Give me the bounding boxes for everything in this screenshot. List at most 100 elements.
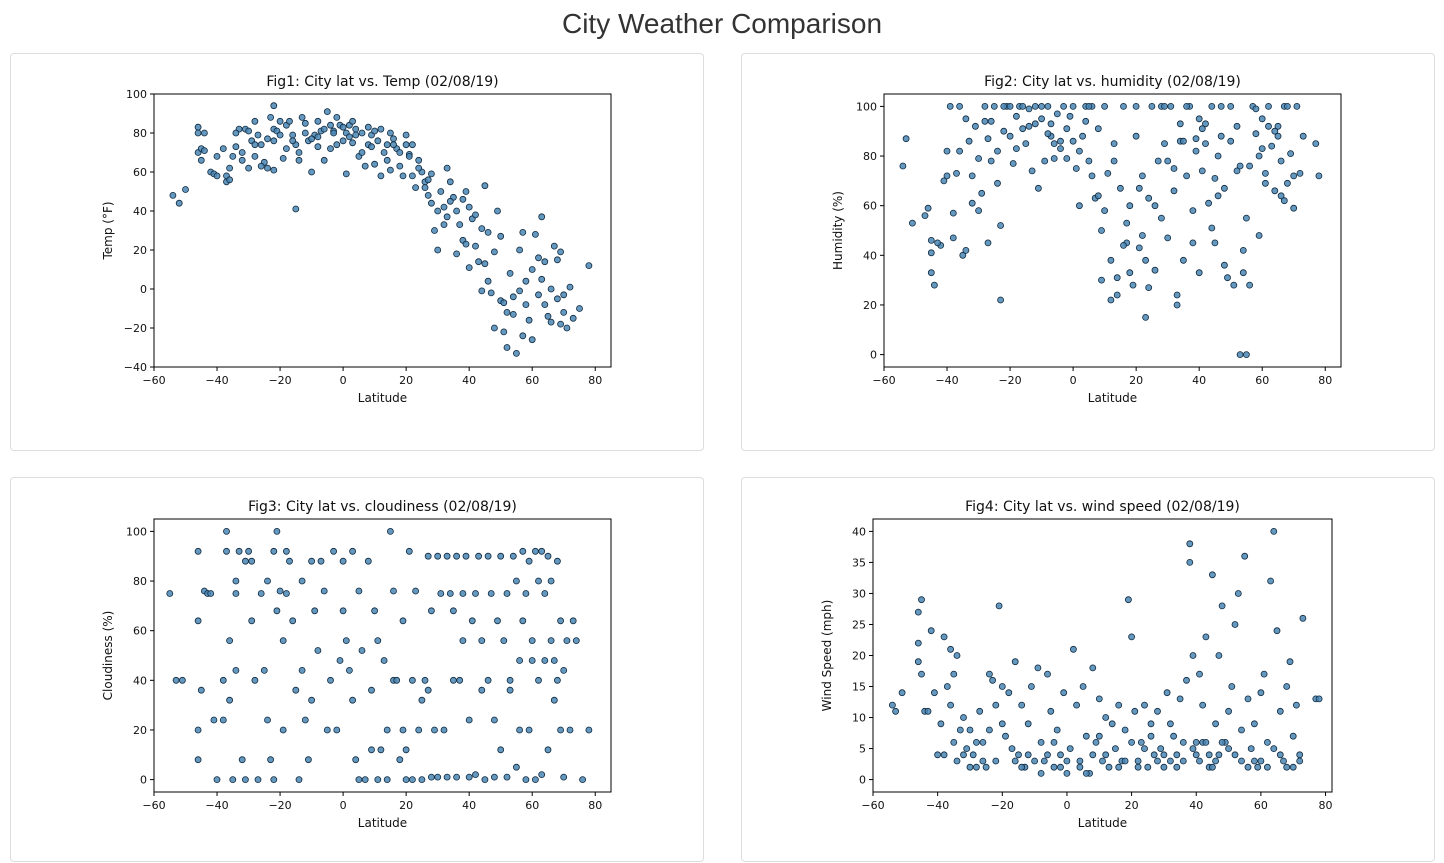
data-point <box>446 197 454 205</box>
data-point <box>241 776 249 784</box>
data-point <box>1161 103 1168 110</box>
data-point <box>462 188 470 195</box>
data-point <box>1024 720 1032 728</box>
data-point <box>1076 763 1084 771</box>
y-tick-label: 100 <box>856 100 877 113</box>
y-tick-label: 20 <box>852 650 866 663</box>
data-point <box>245 547 253 555</box>
data-point <box>516 246 524 254</box>
data-point <box>971 122 979 130</box>
data-point <box>1025 122 1033 130</box>
data-point <box>308 135 316 143</box>
data-point <box>210 716 218 724</box>
data-point <box>320 125 328 133</box>
x-tick-label: −60 <box>142 374 165 387</box>
data-point <box>1088 172 1096 180</box>
data-point <box>232 666 240 674</box>
data-point <box>219 145 227 152</box>
data-point <box>219 676 227 684</box>
data-point <box>953 170 960 177</box>
data-point <box>386 129 394 137</box>
data-point <box>424 552 432 560</box>
data-point <box>1115 763 1123 771</box>
data-point <box>314 117 322 125</box>
data-point <box>1257 757 1265 765</box>
data-point <box>1198 125 1206 133</box>
data-point <box>194 617 202 625</box>
data-point <box>1208 224 1216 232</box>
data-point <box>241 557 249 565</box>
data-point <box>484 277 492 285</box>
data-point <box>960 751 967 759</box>
data-point <box>390 587 397 595</box>
data-point <box>1238 726 1245 734</box>
data-point <box>1290 172 1298 180</box>
data-point <box>1280 197 1288 205</box>
data-point <box>415 156 423 164</box>
data-point <box>984 135 992 143</box>
data-point <box>509 310 517 318</box>
y-tick-label: 100 <box>126 525 147 538</box>
data-point <box>396 162 404 170</box>
data-point <box>956 103 964 110</box>
data-point <box>1150 751 1158 759</box>
data-point <box>377 746 385 754</box>
data-point <box>918 596 925 604</box>
data-point <box>1252 130 1260 138</box>
data-point <box>308 696 316 704</box>
data-point <box>535 291 542 299</box>
data-point <box>1102 751 1110 759</box>
data-point <box>213 153 221 160</box>
data-point <box>943 683 951 690</box>
y-tick-label: 20 <box>133 724 147 737</box>
data-point <box>383 141 391 149</box>
data-point <box>956 147 964 155</box>
data-point <box>314 133 322 141</box>
data-point <box>1034 184 1042 192</box>
data-point <box>937 720 945 728</box>
data-point <box>257 141 265 149</box>
data-point <box>1293 103 1301 110</box>
plot-frame <box>872 518 1333 793</box>
data-point <box>443 773 451 781</box>
data-point <box>1284 103 1291 110</box>
data-point <box>506 676 514 684</box>
data-point <box>544 312 552 320</box>
data-point <box>528 336 536 344</box>
x-tick-label: 40 <box>1189 799 1203 812</box>
data-point <box>525 557 533 565</box>
data-point <box>320 587 328 595</box>
data-point <box>1028 167 1036 175</box>
data-point <box>1218 602 1226 610</box>
data-point <box>1255 232 1263 239</box>
data-point <box>1161 140 1168 147</box>
data-point <box>371 607 379 615</box>
data-point <box>1094 125 1102 133</box>
data-point <box>342 637 350 645</box>
data-point <box>1199 701 1207 709</box>
data-point <box>547 637 555 645</box>
data-point <box>1234 590 1242 597</box>
data-point <box>431 726 438 734</box>
data-point <box>238 156 246 164</box>
data-point <box>1053 726 1061 734</box>
data-point <box>270 137 278 145</box>
data-point <box>525 316 533 324</box>
data-point <box>1040 757 1048 765</box>
data-point <box>345 666 353 674</box>
y-tick-label: 35 <box>852 556 866 569</box>
data-point <box>985 670 993 678</box>
data-point <box>1195 269 1203 277</box>
scatter-points <box>888 528 1323 777</box>
data-point <box>1214 152 1222 160</box>
data-point <box>1151 266 1159 274</box>
data-point <box>1063 769 1071 777</box>
y-tick-label: 15 <box>852 681 866 694</box>
data-point <box>538 275 546 283</box>
data-point <box>402 746 410 754</box>
data-point <box>251 676 259 684</box>
data-point <box>979 757 987 765</box>
data-point <box>1128 738 1136 746</box>
data-point <box>449 607 457 615</box>
data-point <box>273 607 281 615</box>
